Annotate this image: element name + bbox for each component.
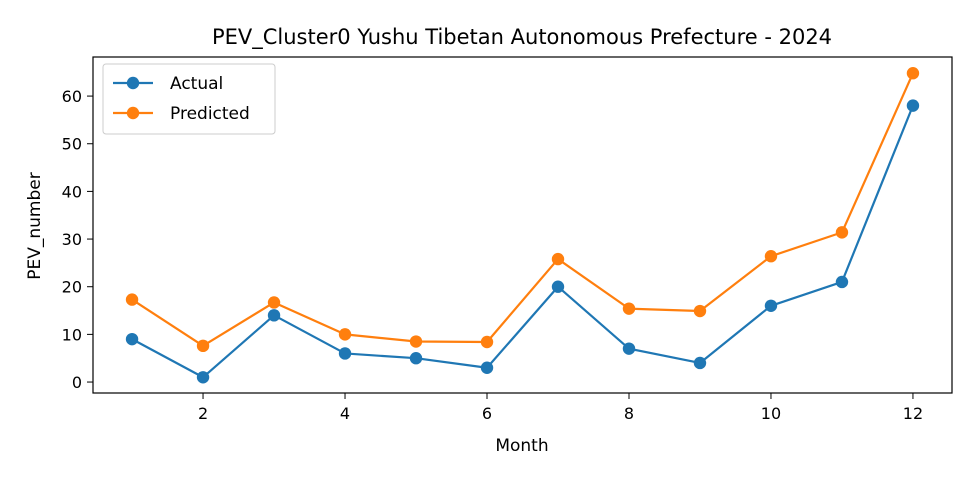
y-tick-label: 60 — [62, 87, 82, 106]
legend-label: Actual — [170, 74, 223, 94]
data-point — [409, 335, 423, 348]
data-point — [125, 293, 139, 306]
legend-item-actual: Actual — [113, 74, 223, 94]
data-point — [835, 226, 849, 239]
data-point — [764, 299, 778, 312]
data-point — [906, 99, 920, 112]
y-axis-label: PEV_number — [25, 172, 45, 279]
legend: Actual Predicted — [102, 63, 276, 135]
data-point — [551, 280, 565, 293]
data-point — [125, 332, 139, 346]
x-tick-label: 2 — [198, 404, 208, 423]
data-point — [338, 328, 352, 341]
series-layer — [125, 67, 920, 384]
data-point — [551, 252, 565, 266]
x-tick-label: 6 — [482, 404, 492, 423]
x-axis: 2 4 6 8 10 12 — [198, 393, 923, 423]
series-line — [131, 72, 914, 347]
data-point — [906, 67, 920, 80]
y-tick-label: 10 — [62, 325, 82, 344]
data-point — [196, 371, 210, 384]
data-point — [764, 250, 778, 263]
y-tick-label: 50 — [62, 135, 82, 154]
x-axis-label: Month — [495, 436, 548, 456]
legend-box — [102, 63, 276, 135]
data-point — [267, 309, 281, 322]
data-point — [480, 361, 494, 374]
series-predicted — [125, 67, 920, 353]
data-point — [693, 356, 707, 370]
legend-item-predicted: Predicted — [113, 104, 250, 124]
data-point — [693, 304, 707, 318]
chart-title: PEV_Cluster0 Yushu Tibetan Autonomous Pr… — [212, 25, 832, 50]
x-tick-label: 8 — [624, 404, 634, 423]
legend-marker — [126, 76, 140, 90]
legend-marker — [126, 106, 140, 120]
y-tick-label: 0 — [72, 373, 82, 392]
plot-frame — [92, 56, 953, 394]
x-tick-label: 10 — [761, 404, 781, 423]
data-point — [196, 339, 210, 353]
data-point — [409, 352, 423, 365]
data-point — [338, 347, 352, 360]
legend-label: Predicted — [170, 104, 250, 124]
x-tick-label: 4 — [340, 404, 350, 423]
data-point — [480, 335, 494, 349]
data-point — [622, 342, 636, 355]
data-point — [267, 296, 281, 309]
data-point — [622, 302, 636, 315]
x-tick-label: 12 — [903, 404, 923, 423]
series-line — [131, 105, 914, 379]
series-actual — [125, 99, 920, 384]
y-tick-label: 30 — [62, 230, 82, 249]
data-point — [835, 275, 849, 289]
y-axis: 0 10 20 30 40 50 60 — [62, 87, 93, 392]
y-tick-label: 40 — [62, 182, 82, 201]
y-tick-label: 20 — [62, 278, 82, 297]
